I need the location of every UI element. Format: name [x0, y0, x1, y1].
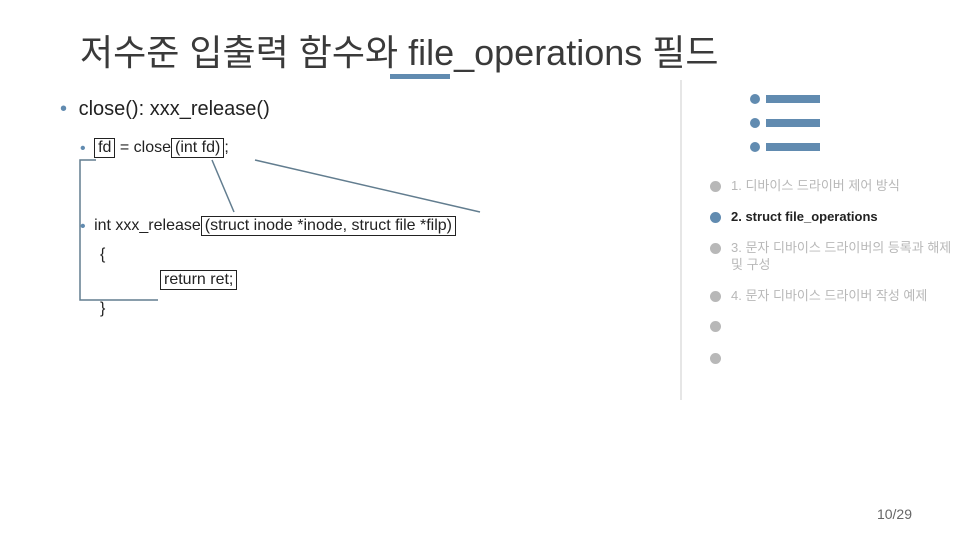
- outline-item-2: 2. struct file_operations: [710, 209, 960, 226]
- code-brace-close: }: [100, 300, 640, 318]
- subhead-text: close(): xxx_release(): [79, 98, 270, 120]
- outline-item-4: 4. 문자 디바이스 드라이버 작성 예제: [710, 288, 960, 305]
- dot-icon: [710, 353, 721, 364]
- boxed-arg2: (struct inode *inode, struct file *filp): [201, 216, 456, 236]
- code-text: = close: [115, 139, 171, 156]
- code-block: • fd = close(int fd); • int xxx_release(…: [80, 138, 640, 324]
- code-text: int xxx_release: [94, 217, 201, 234]
- list-icon: [750, 90, 820, 162]
- outline-item-1: 1. 디바이스 드라이버 제어 방식: [710, 178, 960, 195]
- dot-icon: [710, 212, 721, 223]
- bullet-icon: •: [60, 98, 67, 120]
- outline-label: 2. struct file_operations: [731, 209, 878, 226]
- outline-list: 1. 디바이스 드라이버 제어 방식 2. struct file_operat…: [710, 178, 960, 382]
- dot-icon: [710, 243, 721, 254]
- outline-label: 3. 문자 디바이스 드라이버의 등록과 해제 및 구성: [731, 240, 960, 274]
- outline-label: 1. 디바이스 드라이버 제어 방식: [731, 178, 900, 195]
- dot-icon: [710, 291, 721, 302]
- dot-icon: [710, 321, 721, 332]
- boxed-arg1: (int fd): [171, 138, 224, 158]
- title-underline: [390, 74, 450, 79]
- outline-item-empty: [710, 318, 960, 332]
- vertical-divider: [680, 80, 682, 400]
- bullet-icon: •: [80, 140, 86, 158]
- code-text: ;: [224, 139, 228, 156]
- page-title: 저수준 입출력 함수와 file_operations 필드: [80, 24, 719, 76]
- code-line-1: • fd = close(int fd);: [80, 138, 640, 158]
- page-number: 10/29: [877, 506, 912, 522]
- subhead: • close(): xxx_release(): [60, 98, 270, 121]
- code-return: return ret;: [160, 270, 640, 290]
- boxed-fd: fd: [94, 138, 115, 158]
- code-line-2: • int xxx_release(struct inode *inode, s…: [80, 216, 640, 236]
- bullet-icon: •: [80, 218, 86, 236]
- outline-item-empty: [710, 350, 960, 364]
- boxed-return: return ret;: [160, 270, 237, 290]
- outline-item-3: 3. 문자 디바이스 드라이버의 등록과 해제 및 구성: [710, 240, 960, 274]
- code-brace-open: {: [100, 246, 640, 264]
- dot-icon: [710, 181, 721, 192]
- outline-label: 4. 문자 디바이스 드라이버 작성 예제: [731, 288, 927, 305]
